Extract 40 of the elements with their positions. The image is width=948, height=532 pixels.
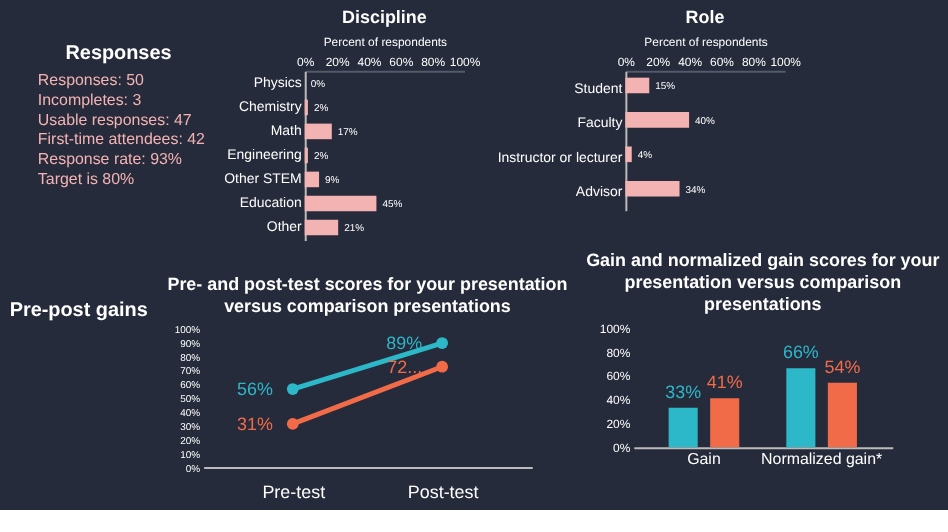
data-label: 66% (782, 342, 819, 363)
bar (625, 112, 690, 128)
text: Pre-post gains (9, 299, 149, 322)
bar (304, 171, 320, 188)
bar (827, 382, 857, 448)
bar (304, 195, 377, 212)
point (286, 418, 299, 430)
text: Target is 80% (37, 170, 135, 189)
data-label: 41% (706, 372, 743, 393)
chart-title: Gain and normalized gain scores for your presentation versus comparison presentations (586, 249, 941, 314)
data-label: 54% (824, 356, 861, 377)
bar (786, 368, 816, 448)
text: Usable responses: 47 (37, 110, 193, 129)
bar (710, 398, 740, 448)
x-tick-label: Post-test (407, 481, 480, 502)
text: Responses: 50 (37, 70, 146, 89)
data-label: 31% (237, 413, 273, 434)
data-label: 72... (387, 356, 423, 377)
text: Incompletes: 3 (37, 90, 143, 109)
bar (625, 146, 632, 163)
bar (304, 123, 332, 140)
bar (625, 180, 680, 197)
x-tick-label: Normalized gain* (761, 450, 883, 469)
chart-title: Discipline (342, 6, 427, 27)
chart-title: Role (685, 6, 725, 27)
text: Responses (65, 42, 173, 65)
text: Response rate: 93% (37, 150, 182, 169)
x-tick-label: Pre-test (262, 481, 327, 502)
data-label: 89% (386, 333, 423, 353)
bar (668, 407, 698, 448)
chart-title: Pre- and post-test scores for your presentation versus comparison presentations (167, 273, 568, 316)
data-label: 33% (665, 381, 702, 402)
point (286, 383, 299, 395)
point (436, 360, 449, 373)
data-label: 56% (237, 379, 273, 400)
bar (304, 219, 339, 236)
bar (625, 77, 650, 94)
point (436, 337, 449, 349)
text: First-time attendees: 42 (37, 130, 207, 149)
x-tick-label: Gain (687, 450, 721, 469)
